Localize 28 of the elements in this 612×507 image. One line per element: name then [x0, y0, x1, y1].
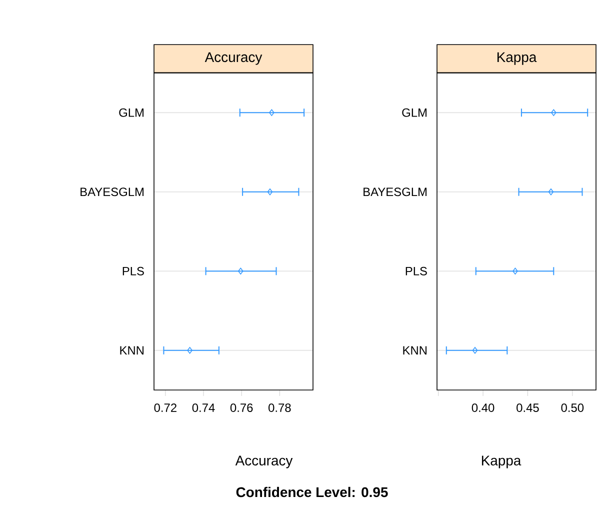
chart-title: Kappa — [497, 52, 537, 65]
point — [187, 346, 192, 354]
y-tick-label: PLS — [122, 266, 144, 276]
x-axis-title: Kappa — [482, 456, 522, 468]
text: Confidence Level: 0.95 — [236, 486, 388, 498]
y-tick-label: GLM — [119, 108, 144, 117]
x-tick-label: 0.76 — [230, 404, 253, 412]
chart-title: Accuracy — [204, 52, 262, 65]
x-axis-title: Accuracy — [235, 456, 293, 468]
y-tick-label: GLM — [402, 108, 426, 117]
x-tick-label: 0.72 — [154, 404, 176, 412]
x-tick-label: 0.45 — [516, 404, 539, 412]
x-tick-label: 0.40 — [472, 404, 494, 412]
x-tick-label: 0.50 — [561, 404, 584, 412]
point — [472, 346, 478, 354]
point — [548, 188, 554, 196]
point — [269, 109, 274, 116]
y-tick-label: BAYESGLM — [80, 188, 144, 196]
y-tick-label: BAYESGLM — [364, 188, 426, 196]
y-tick-label: PLS — [406, 266, 427, 276]
y-tick-label: KNN — [403, 346, 427, 354]
x-tick-label: 0.74 — [192, 404, 215, 412]
x-tick-label: 0.78 — [268, 404, 291, 412]
point — [238, 268, 244, 275]
point — [512, 268, 518, 275]
point — [550, 109, 556, 116]
y-tick-label: KNN — [120, 346, 144, 354]
point — [267, 188, 273, 196]
